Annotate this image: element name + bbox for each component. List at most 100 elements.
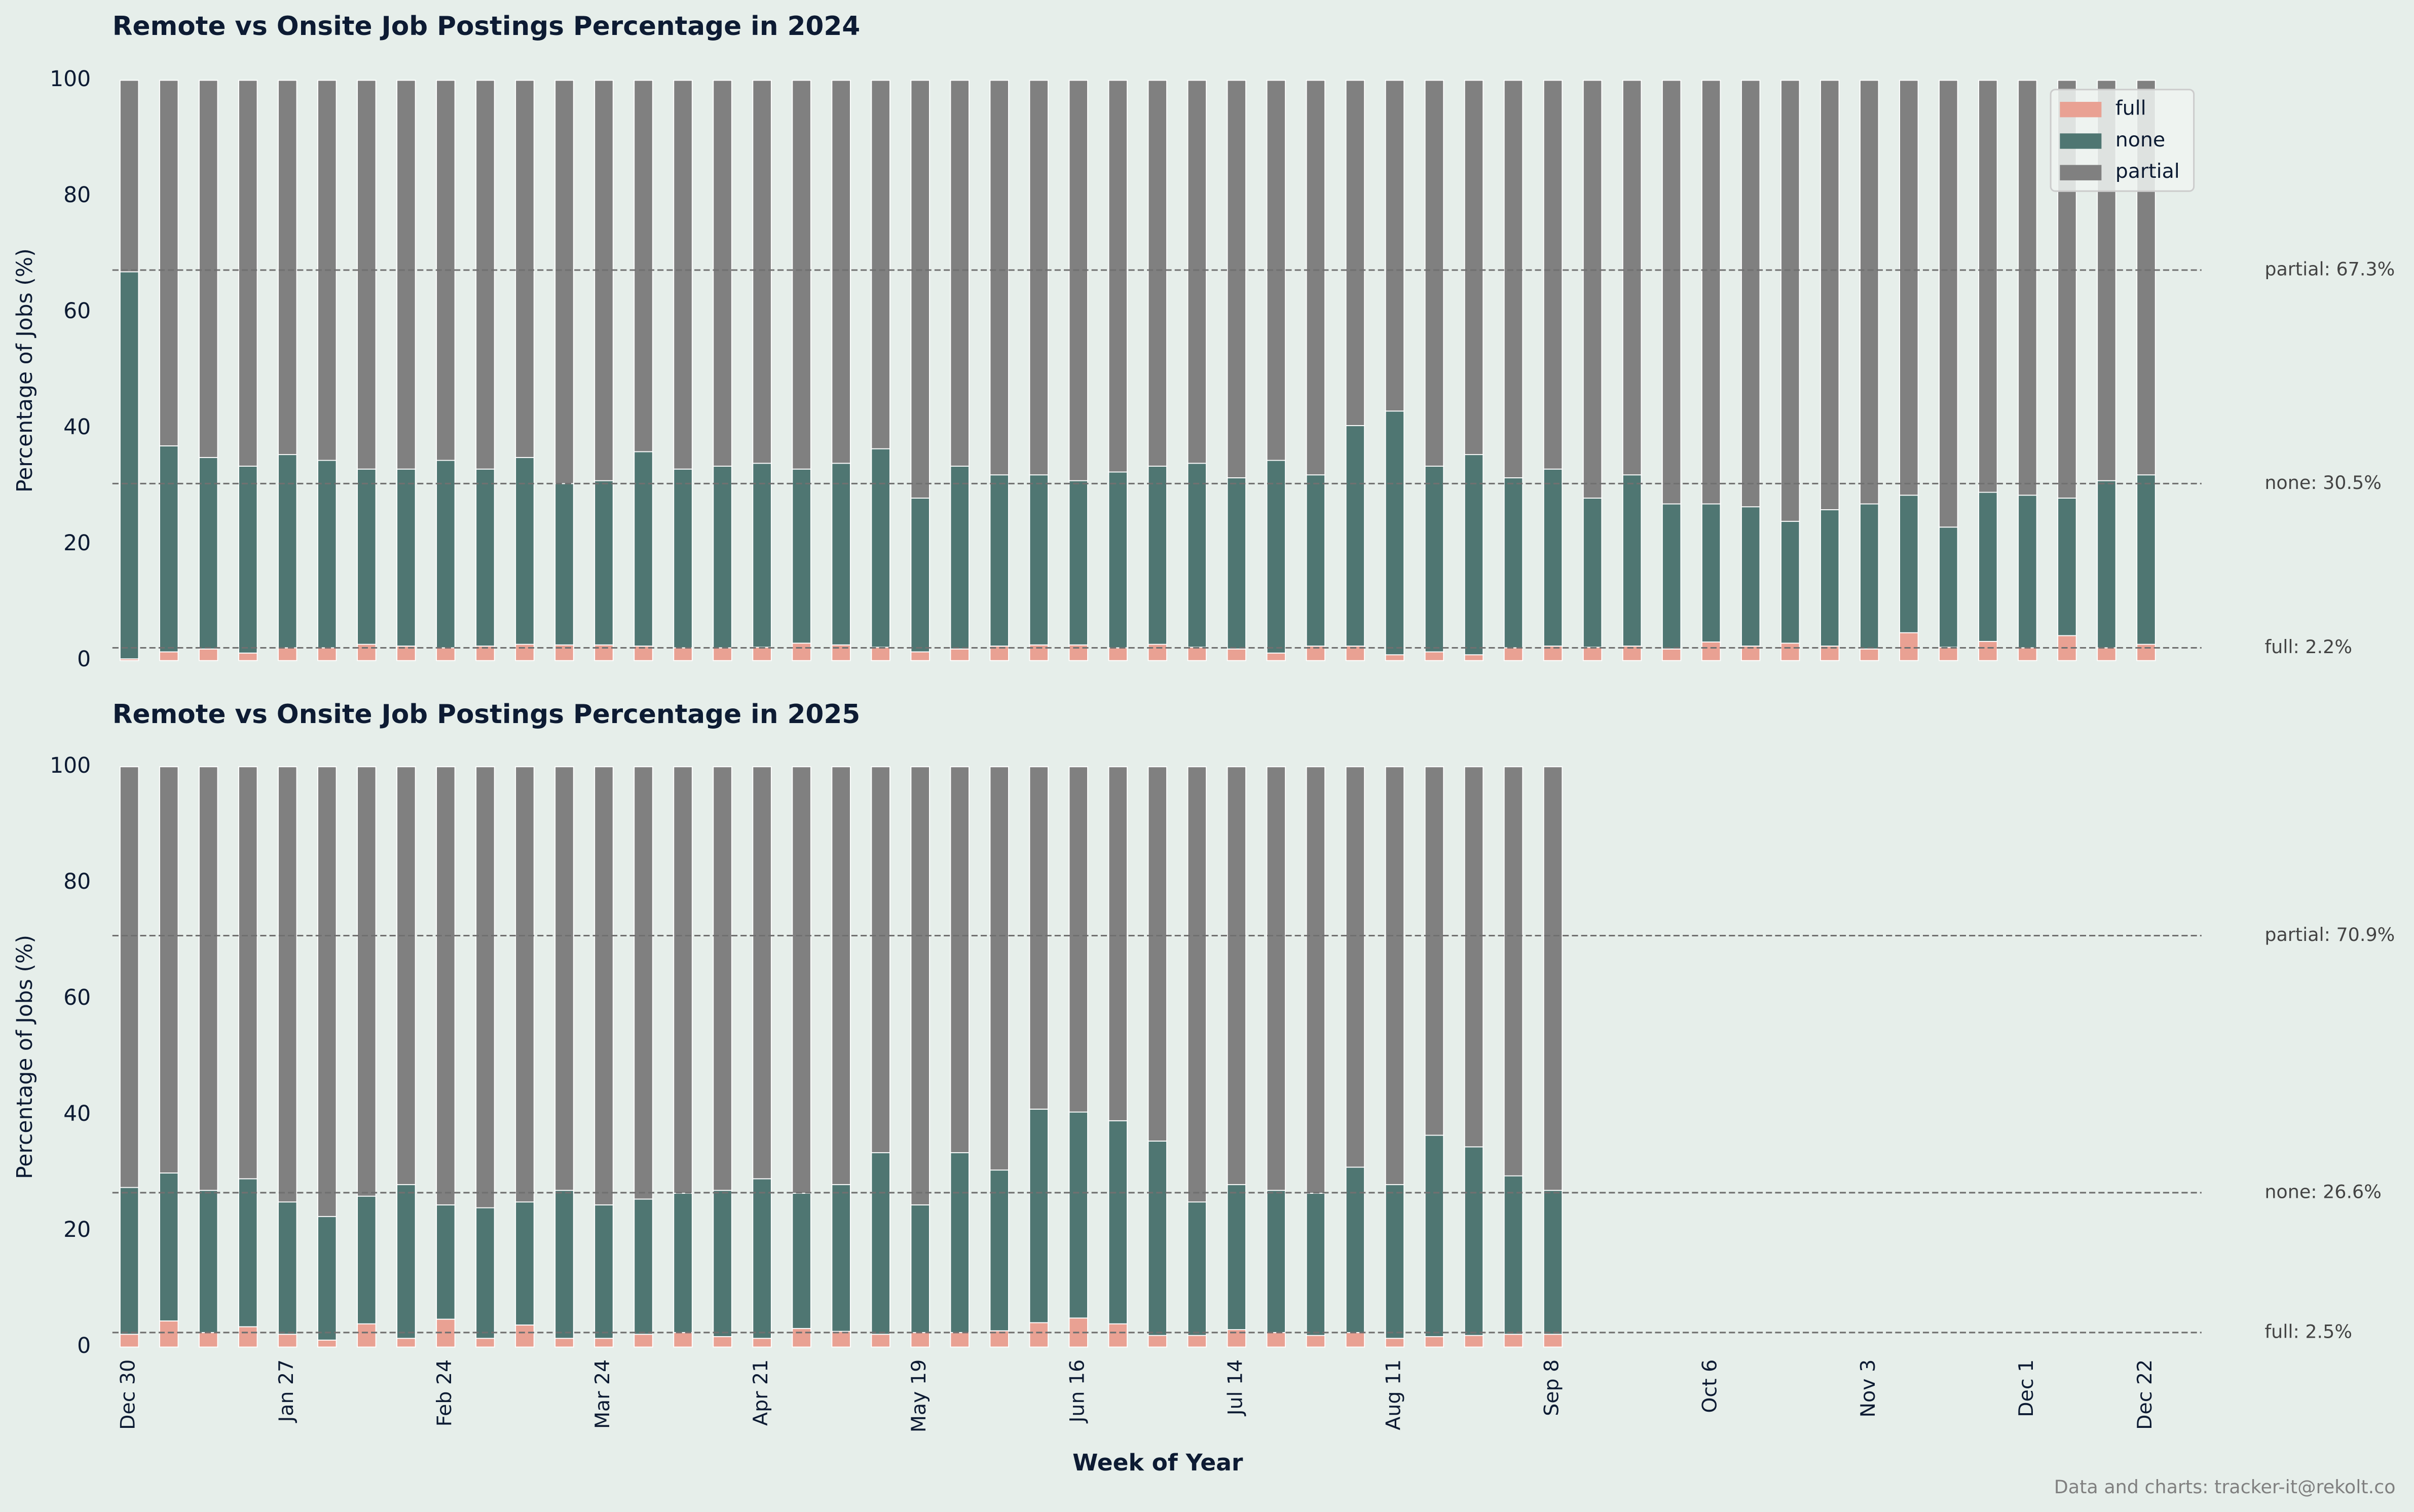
bar-segment [910,1204,930,1333]
bar-segment [1187,80,1207,464]
bar-segment [1662,80,1682,505]
bar-segment [792,642,811,661]
bar-segment [1464,80,1484,456]
bar-segment [1899,632,1919,661]
bar-segment [792,80,811,470]
bar-segment [1306,474,1326,647]
bar-segment [792,1193,811,1329]
bar-segment [1306,80,1326,476]
bar-segment [1147,466,1167,645]
bar-segment [950,648,970,661]
bar-segment [317,647,337,661]
bar-segment [1029,766,1049,1110]
bar-segment [1503,477,1524,649]
bar-segment [1899,80,1919,496]
bar-segment [1068,480,1088,646]
bar-segment [159,1320,179,1348]
bar-segment [752,647,772,661]
bar-segment [278,1201,298,1335]
bar-segment [436,460,456,649]
bar-segment [1978,492,1998,642]
bar-segment [634,1198,653,1335]
bar-segment [238,80,258,467]
bar-segment [910,766,930,1205]
bar-segment [2018,495,2037,649]
bar-segment [713,80,732,467]
bar-segment [792,468,811,644]
bar-segment [1899,495,1919,633]
legend-swatch [2060,165,2102,180]
x-tick-label: Jul 14 [1223,1359,1247,1417]
bar-segment [634,766,653,1200]
bar-segment [1939,647,1958,661]
bar-segment [1108,1120,1128,1325]
bar-segment [1860,648,1879,661]
bar-segment [1543,1334,1563,1348]
y-tick-label: 0 [77,647,91,672]
bar-segment [1424,651,1444,661]
bar-segment [1820,509,1840,647]
bar-segment [1543,468,1563,647]
bar-segment [1503,1334,1524,1348]
bar-segment [673,647,693,661]
bar-segment [278,1334,298,1348]
bar-segment [1582,647,1603,661]
bar-segment [673,766,693,1194]
bar-segment [831,463,851,646]
bar-segment [515,1201,535,1326]
bar-segment [1385,654,1405,661]
bar-segment [1306,766,1326,1194]
bar-segment [1820,80,1840,510]
bar-segment [634,80,653,452]
bar-segment [1147,1140,1167,1336]
bar-segment [278,454,298,649]
bar-segment [199,80,218,458]
bar-segment [910,498,930,653]
bar-segment [396,1184,416,1339]
bar-segment [1068,80,1088,481]
bar-segment [831,1331,851,1348]
bar-segment [1147,644,1167,661]
bar-segment [1424,466,1444,653]
bar-segment [752,766,772,1180]
bar-segment [1701,503,1721,642]
legend-label: partial [2115,160,2180,183]
bar-segment [910,80,930,499]
bar-segment [713,1336,732,1348]
x-tick-label: Feb 24 [433,1359,456,1427]
bar-segment [594,480,614,646]
bar-segment [1108,766,1128,1121]
x-tick-label: Jan 27 [275,1359,298,1424]
bar-segment [673,468,693,649]
bar-segment [1464,766,1484,1148]
bar-segment [871,448,890,648]
bar-segment [278,766,298,1203]
bar-segment [1662,503,1682,650]
bar-segment [159,1172,179,1321]
bar-segment [199,648,218,661]
bar-segment [357,1323,377,1348]
bar-segment [1424,766,1444,1136]
bar-segment [1503,766,1524,1177]
bar-segment [515,644,535,661]
x-tick-label: Nov 3 [1856,1359,1880,1418]
bar-segment [515,457,535,645]
bar-segment [1503,1175,1524,1335]
bar-segment [238,1326,258,1348]
bar-segment [1385,80,1405,412]
bar-segment [1147,766,1167,1142]
bar-segment [317,1339,337,1348]
bar-segment [673,1193,693,1333]
x-tick-label: Dec 22 [2133,1359,2157,1430]
bar-segment [515,766,535,1203]
y-axis-label: Percentage of Jobs (%) [13,935,38,1179]
bar-segment [713,647,732,661]
bar-segment [713,466,732,649]
bar-segment [1385,410,1405,656]
bar-segment [475,766,495,1208]
bar-segment [475,80,495,470]
bar-segment [436,647,456,661]
bar-segment [1108,647,1128,661]
bar-segment [238,766,258,1180]
